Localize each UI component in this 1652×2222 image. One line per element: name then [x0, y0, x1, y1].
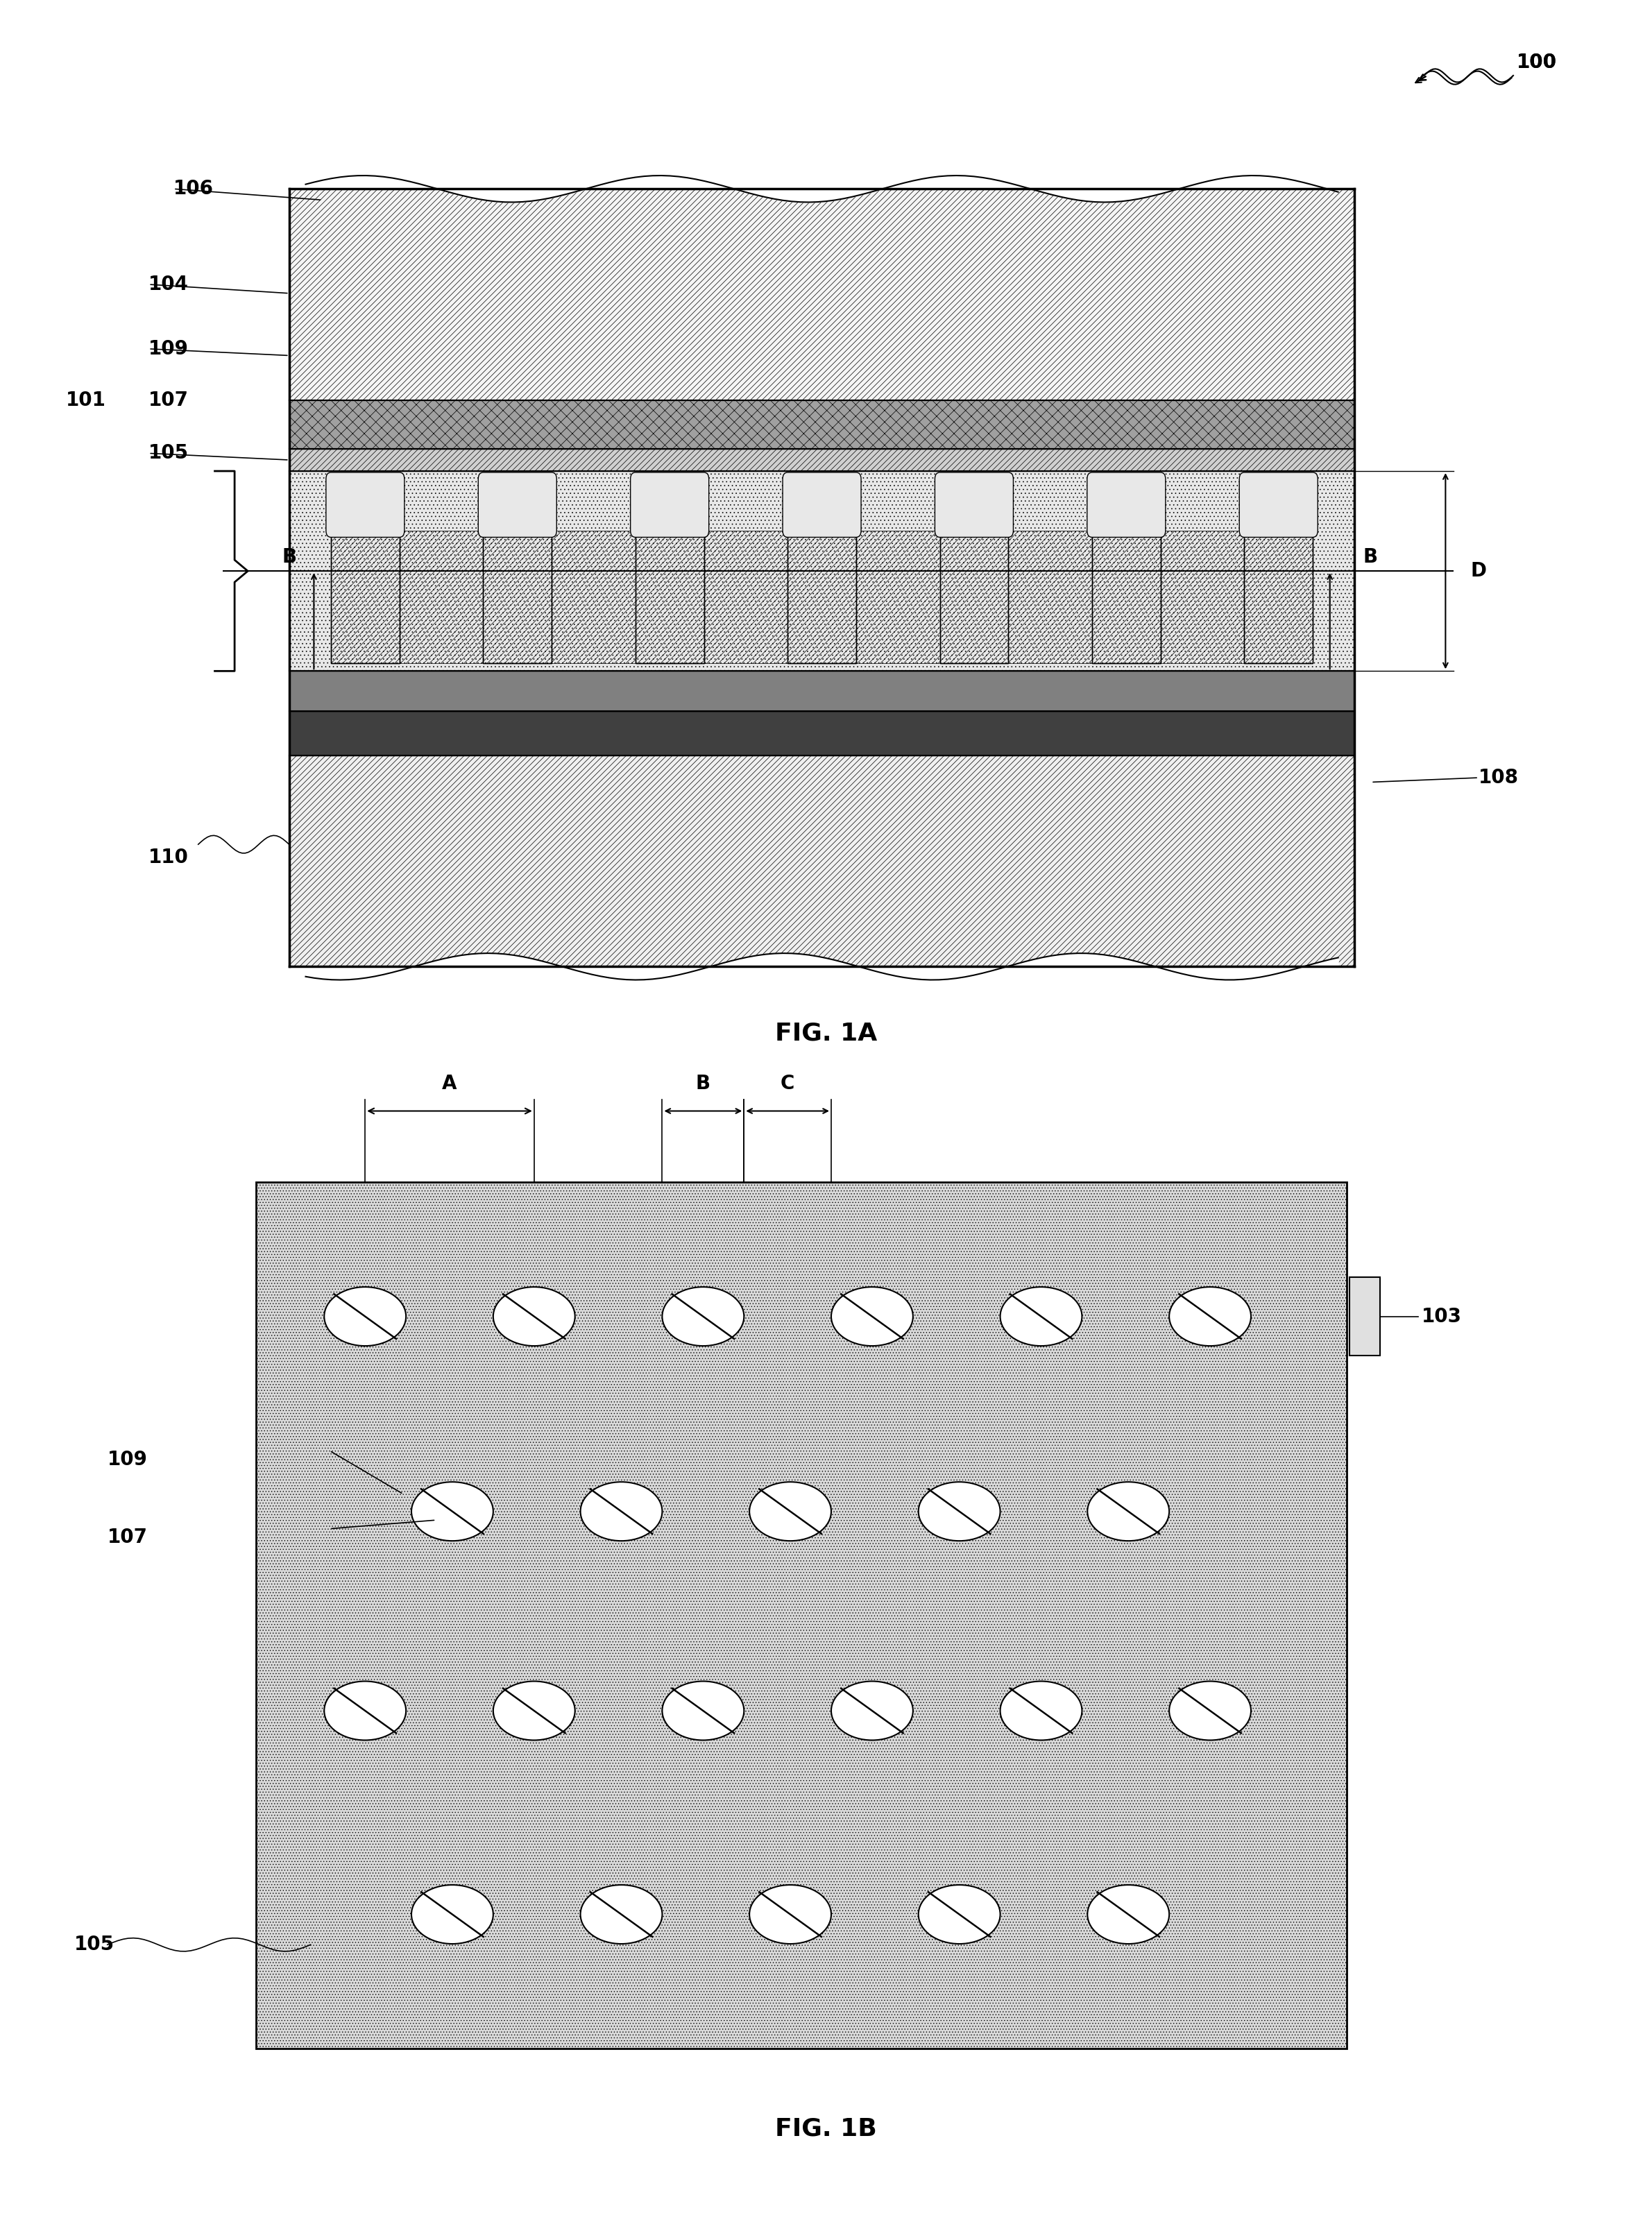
- Bar: [330, 480, 400, 662]
- Bar: [856, 531, 940, 662]
- Bar: [1008, 531, 1092, 662]
- Bar: [289, 671, 1355, 711]
- Ellipse shape: [494, 1287, 575, 1347]
- Text: FIG. 1A: FIG. 1A: [775, 1022, 877, 1044]
- Ellipse shape: [999, 1682, 1082, 1740]
- Text: 100: 100: [1517, 53, 1556, 71]
- Ellipse shape: [831, 1287, 914, 1347]
- Text: 106: 106: [173, 180, 213, 198]
- Ellipse shape: [411, 1884, 494, 1944]
- Bar: [1092, 531, 1161, 662]
- Ellipse shape: [1087, 1482, 1170, 1540]
- Ellipse shape: [831, 1682, 914, 1740]
- Text: 107: 107: [107, 1529, 147, 1547]
- Bar: [704, 531, 788, 662]
- Ellipse shape: [919, 1884, 999, 1944]
- Bar: [482, 480, 552, 662]
- Text: B: B: [1363, 547, 1378, 567]
- Bar: [289, 189, 1355, 400]
- Bar: [1092, 480, 1161, 662]
- Bar: [1350, 1278, 1379, 1355]
- FancyBboxPatch shape: [1239, 473, 1318, 538]
- Bar: [636, 480, 704, 662]
- Bar: [289, 449, 1355, 471]
- Ellipse shape: [324, 1287, 406, 1347]
- Bar: [1161, 531, 1244, 662]
- Bar: [289, 400, 1355, 449]
- Ellipse shape: [999, 1287, 1082, 1347]
- Ellipse shape: [1170, 1682, 1251, 1740]
- Ellipse shape: [580, 1482, 662, 1540]
- Text: B: B: [282, 547, 296, 567]
- Text: 109: 109: [149, 340, 188, 358]
- Ellipse shape: [662, 1682, 743, 1740]
- Bar: [289, 711, 1355, 755]
- Bar: [482, 531, 552, 662]
- FancyBboxPatch shape: [631, 473, 709, 538]
- Ellipse shape: [324, 1682, 406, 1740]
- Text: 109: 109: [107, 1449, 147, 1469]
- Bar: [289, 531, 330, 662]
- Text: 107: 107: [149, 391, 188, 409]
- Text: D: D: [1470, 562, 1487, 580]
- FancyBboxPatch shape: [477, 473, 557, 538]
- FancyBboxPatch shape: [783, 473, 861, 538]
- Bar: [1244, 480, 1313, 662]
- Bar: [552, 531, 636, 662]
- Bar: [289, 471, 1355, 671]
- Text: 108: 108: [1479, 769, 1518, 787]
- Ellipse shape: [919, 1482, 999, 1540]
- Text: C: C: [780, 1073, 795, 1093]
- Ellipse shape: [494, 1682, 575, 1740]
- Bar: [1244, 531, 1313, 662]
- Text: A: A: [443, 1073, 458, 1093]
- Text: 100: 100: [1517, 53, 1556, 71]
- Bar: [330, 531, 400, 662]
- Bar: [400, 531, 482, 662]
- Bar: [256, 1182, 1346, 2049]
- Text: B: B: [695, 1073, 710, 1093]
- Bar: [1313, 531, 1355, 662]
- Bar: [940, 531, 1008, 662]
- Text: 103: 103: [1421, 1307, 1462, 1327]
- Text: 105: 105: [149, 444, 188, 462]
- Ellipse shape: [750, 1884, 831, 1944]
- FancyBboxPatch shape: [325, 473, 405, 538]
- Text: 105: 105: [74, 1935, 114, 1955]
- FancyBboxPatch shape: [935, 473, 1013, 538]
- Ellipse shape: [1087, 1884, 1170, 1944]
- FancyBboxPatch shape: [1087, 473, 1166, 538]
- Bar: [940, 480, 1008, 662]
- Ellipse shape: [411, 1482, 494, 1540]
- Ellipse shape: [750, 1482, 831, 1540]
- Bar: [289, 755, 1355, 967]
- Text: 110: 110: [149, 849, 188, 867]
- Bar: [788, 531, 856, 662]
- Ellipse shape: [1170, 1287, 1251, 1347]
- Text: 101: 101: [66, 391, 106, 409]
- Bar: [636, 531, 704, 662]
- Ellipse shape: [662, 1287, 743, 1347]
- Bar: [788, 480, 856, 662]
- Ellipse shape: [580, 1884, 662, 1944]
- Text: FIG. 1B: FIG. 1B: [775, 2118, 877, 2140]
- Text: 104: 104: [149, 276, 188, 293]
